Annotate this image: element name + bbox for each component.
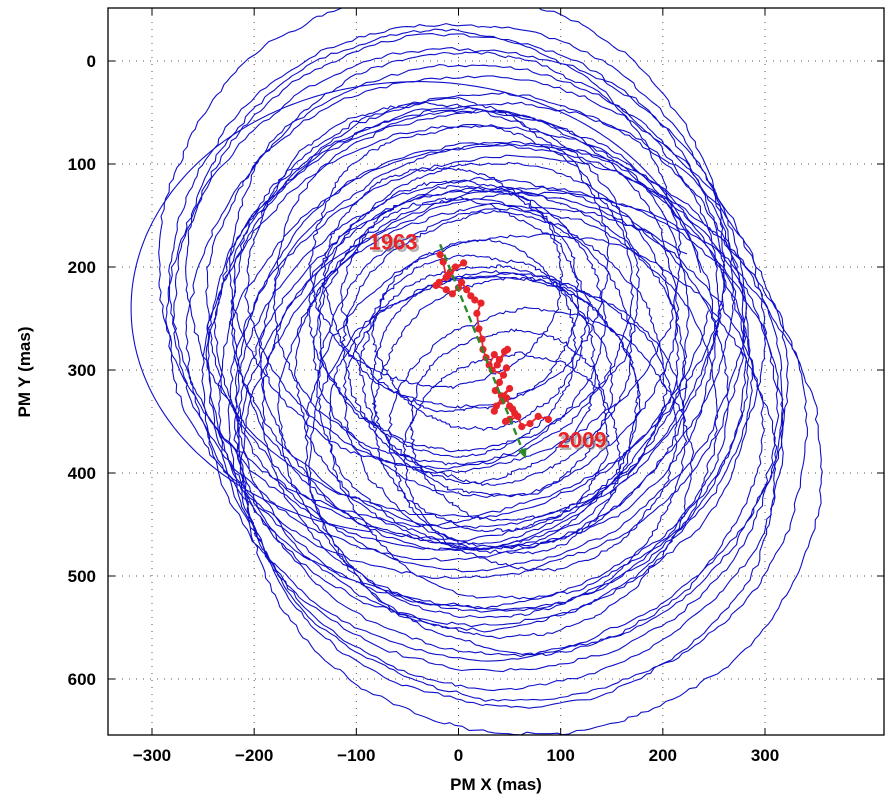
mean-pole-point [477,299,485,307]
start-year-label: 1963 [369,229,418,254]
mean-pole-point [490,407,498,415]
mean-pole-point [518,423,526,431]
polar-motion-path [158,8,823,735]
mean-pole-point [502,364,511,372]
mean-pole-point [490,351,498,359]
mean-pole-point [436,251,444,259]
plot-frame [107,7,885,736]
x-tick-label: 100 [546,746,574,765]
mean-pole-point [514,412,522,420]
mean-pole-point [460,259,468,267]
trend-line [438,243,528,460]
y-tick-label: 500 [68,567,96,586]
mean-pole-point [458,278,466,286]
mean-pole-point [493,361,501,369]
year-label-shadow: 1963 [371,232,420,257]
y-tick-label: 0 [87,52,96,71]
mean-pole-point [506,384,514,393]
mean-pole-point [478,335,486,343]
mean-pole-point [463,286,471,294]
y-tick-label: 200 [68,258,96,277]
y-tick-label: 600 [68,670,96,689]
y-tick-label: 400 [68,464,96,483]
mean-pole-point [444,271,452,279]
x-tick-label: −100 [337,746,375,765]
mean-pole-point [534,412,542,420]
polar-motion-outer-loop [130,81,702,533]
mean-pole-point [475,325,483,333]
end-year-label: 2009 [558,427,607,452]
x-tick-label: 200 [649,746,677,765]
mean-pole-point [439,258,447,266]
y-tick-label: 100 [68,155,96,174]
y-tick-label: 300 [68,361,96,380]
x-axis-title: PM X (mas) [450,775,542,794]
mean-pole-point [499,371,508,379]
x-tick-label: −200 [235,746,273,765]
mean-pole-point [503,345,512,353]
mean-pole-point [501,417,510,426]
mean-pole-point [502,394,511,402]
mean-pole-point [544,415,553,423]
x-tick-label: 0 [454,746,463,765]
series-layer [130,8,823,735]
x-tick-label: 300 [751,746,779,765]
mean-pole-point [442,286,450,294]
mean-pole-point [526,420,534,428]
trend-arrowhead [518,447,527,459]
mean-pole-point [495,378,503,386]
mean-pole-point [432,281,440,290]
y-axis-title: PM Y (mas) [15,326,34,417]
mean-pole-point [448,290,456,298]
mean-pole-point [451,263,459,271]
axis-ticks: −300 −200 −100 0 100 200 300 0 100 200 300 400 500 60… [68,8,884,765]
year-label-shadow: 2009 [560,430,609,455]
x-tick-label: −300 [133,746,171,765]
mean-pole-point [473,309,481,317]
mean-pole-point [471,296,479,304]
